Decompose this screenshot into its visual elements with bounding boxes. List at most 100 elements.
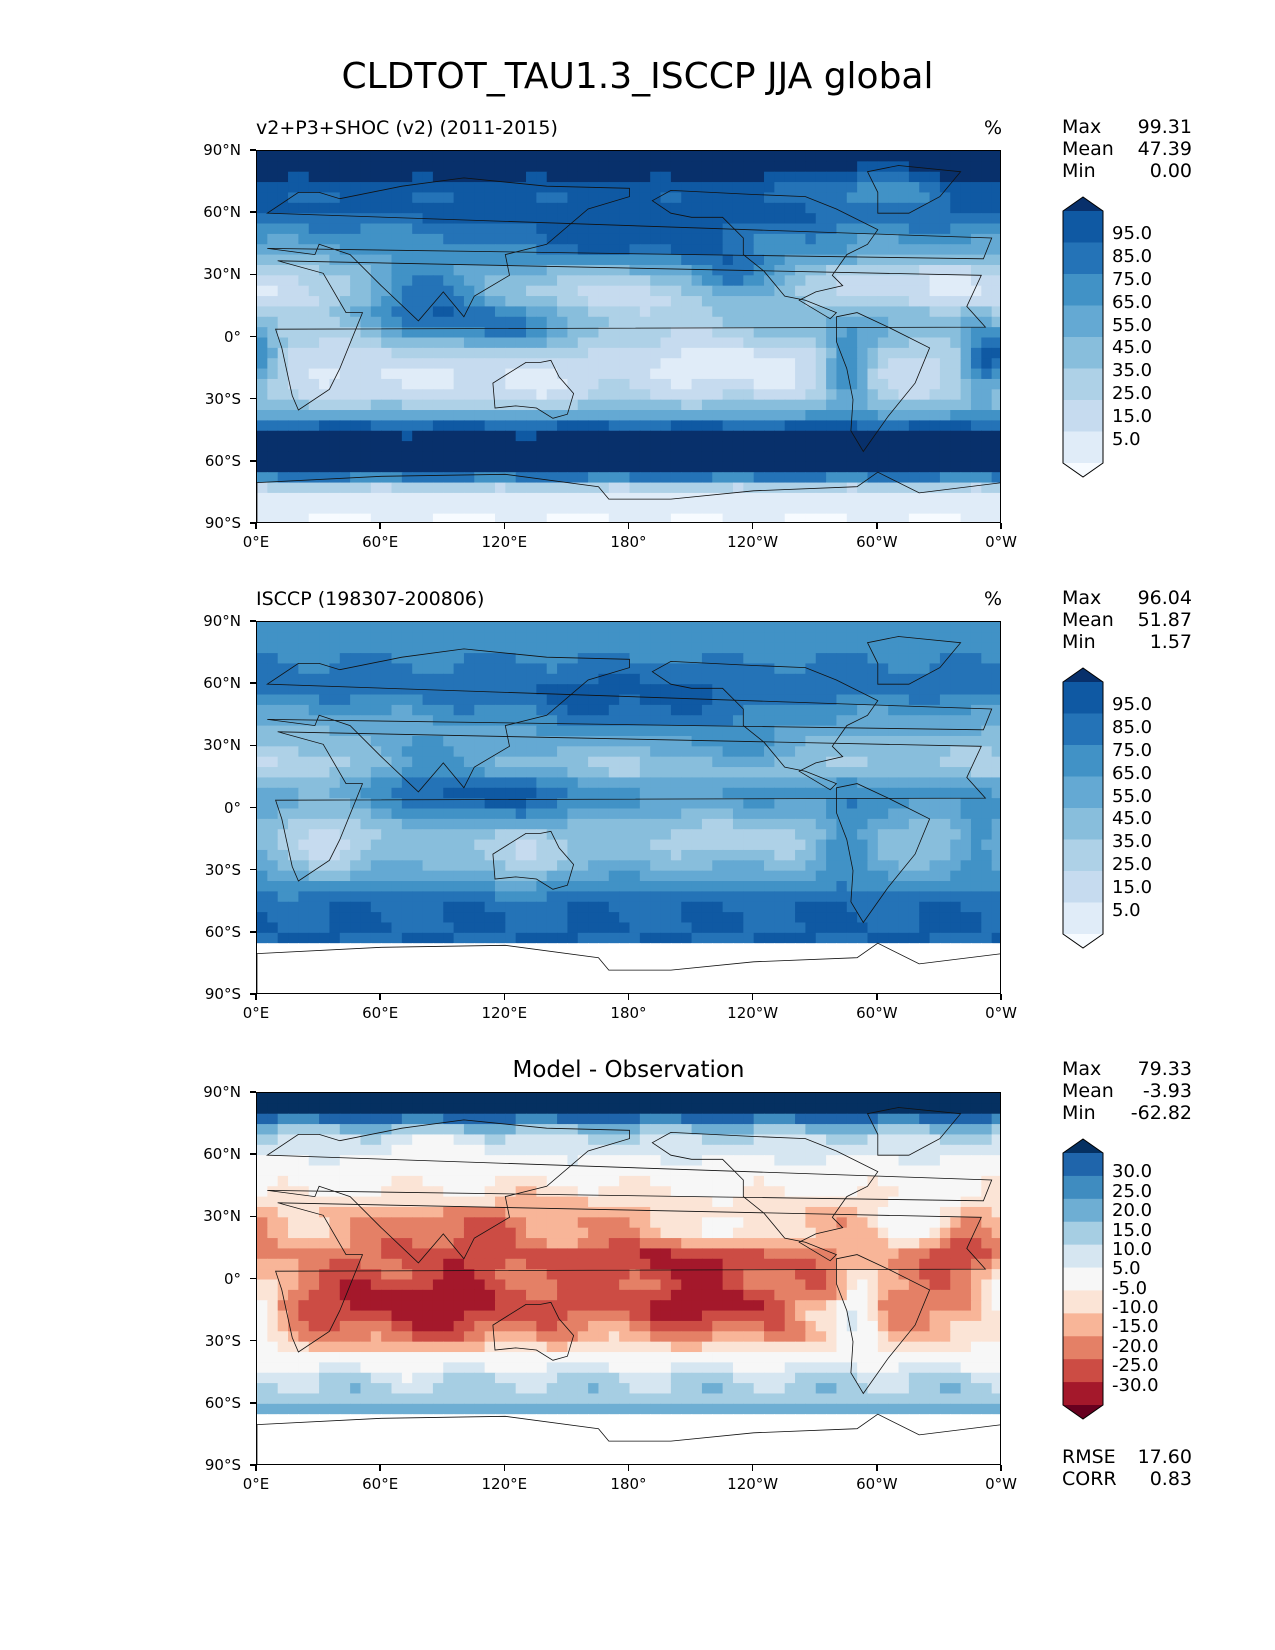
heatmap-cell [836, 441, 848, 453]
heatmap-cell [536, 725, 548, 737]
heatmap-cell [815, 725, 827, 737]
heatmap-cell [681, 632, 693, 644]
heatmap-cell [712, 233, 724, 245]
heatmap-cell [898, 347, 910, 359]
heatmap-cell [764, 922, 775, 934]
heatmap-cell [577, 182, 589, 194]
heatmap-cell [815, 632, 827, 644]
heatmap-cell [898, 725, 910, 737]
heatmap-cell [836, 296, 848, 308]
heatmap-cell [577, 839, 589, 851]
heatmap-cell [557, 513, 569, 522]
heatmap-cell [774, 472, 786, 484]
heatmap-cell [577, 632, 589, 644]
heatmap-cell [857, 368, 869, 380]
heatmap-cell [288, 513, 299, 522]
heatmap-cell [474, 213, 486, 225]
heatmap-cell [774, 694, 786, 706]
heatmap-cell [319, 767, 331, 779]
heatmap-cell [391, 306, 403, 318]
heatmap-cell [329, 316, 341, 328]
heatmap-cell [567, 492, 579, 504]
heatmap-cell [960, 337, 972, 349]
heatmap-cell [939, 704, 951, 716]
heatmap-cell [463, 818, 475, 830]
heatmap-cell [722, 642, 734, 654]
heatmap-cell [329, 202, 341, 214]
heatmap-cell [443, 285, 455, 297]
heatmap-cell [257, 378, 268, 390]
heatmap-cell [805, 482, 817, 494]
heatmap-cell [257, 673, 268, 685]
heatmap-cell [412, 622, 424, 633]
heatmap-cell [650, 912, 662, 924]
heatmap-cell [670, 642, 682, 654]
heatmap-cell [319, 306, 331, 318]
heatmap-cell [494, 410, 506, 421]
heatmap-cell [453, 767, 465, 779]
heatmap-cell [432, 818, 444, 830]
heatmap-cell [712, 622, 724, 633]
heatmap-cell [505, 735, 517, 747]
heatmap-cell [826, 891, 838, 903]
heatmap-cell [836, 151, 848, 162]
heatmap-cell [267, 347, 279, 359]
heatmap-cell [463, 642, 475, 654]
heatmap-cell [939, 358, 951, 370]
heatmap-cell [443, 622, 455, 633]
heatmap-cell [888, 912, 900, 924]
heatmap-cell [567, 420, 579, 432]
heatmap-cell [257, 389, 268, 401]
heatmap-cell [815, 513, 827, 522]
heatmap-cell [401, 161, 413, 173]
heatmap-cell [970, 430, 982, 442]
heatmap-cell [722, 233, 734, 245]
heatmap-cell [505, 430, 517, 442]
heatmap-cell [660, 327, 672, 339]
heatmap-cell [443, 296, 455, 308]
heatmap-cell [257, 849, 268, 861]
heatmap-cell [526, 777, 537, 789]
heatmap-cell [412, 513, 424, 522]
heatmap-cell [908, 839, 920, 851]
heatmap-cell [764, 254, 775, 266]
heatmap-cell [567, 870, 579, 882]
heatmap-cell [577, 715, 589, 727]
heatmap-cell [526, 151, 537, 162]
heatmap-cell [505, 337, 517, 349]
heatmap-cell [795, 441, 807, 453]
heatmap-cell [929, 296, 941, 308]
heatmap-cell [888, 715, 900, 727]
heatmap-cell [691, 420, 703, 432]
heatmap-cell [764, 223, 775, 235]
heatmap-cell [619, 881, 631, 892]
heatmap-cell [681, 441, 693, 453]
heatmap-cell [432, 296, 444, 308]
y-tick-label: 90°N [203, 141, 241, 159]
heatmap-cell [743, 358, 755, 370]
heatmap-cell [577, 746, 589, 758]
heatmap-cell [474, 891, 486, 903]
heatmap-cell [732, 715, 744, 727]
heatmap-cell [546, 296, 558, 308]
heatmap-cell [639, 715, 651, 727]
heatmap-cell [484, 767, 496, 779]
heatmap-cell [577, 881, 589, 892]
heatmap-cell [567, 663, 579, 675]
heatmap-cell [670, 327, 682, 339]
heatmap-cell [350, 389, 362, 401]
heatmap-cell [526, 244, 537, 256]
heatmap-cell [608, 849, 620, 861]
heatmap-cell [288, 704, 299, 716]
heatmap-cell [764, 622, 775, 633]
heatmap-cell [319, 461, 331, 473]
heatmap-cell [660, 171, 672, 183]
heatmap-cell [722, 461, 734, 473]
heatmap-cell [877, 182, 889, 194]
heatmap-cell [474, 482, 486, 494]
figure-title: CLDTOT_TAU1.3_ISCCP JJA global [341, 56, 934, 97]
heatmap-cell [505, 420, 517, 432]
heatmap-cell [412, 378, 424, 390]
heatmap-cell [722, 182, 734, 194]
heatmap-cell [515, 808, 527, 820]
